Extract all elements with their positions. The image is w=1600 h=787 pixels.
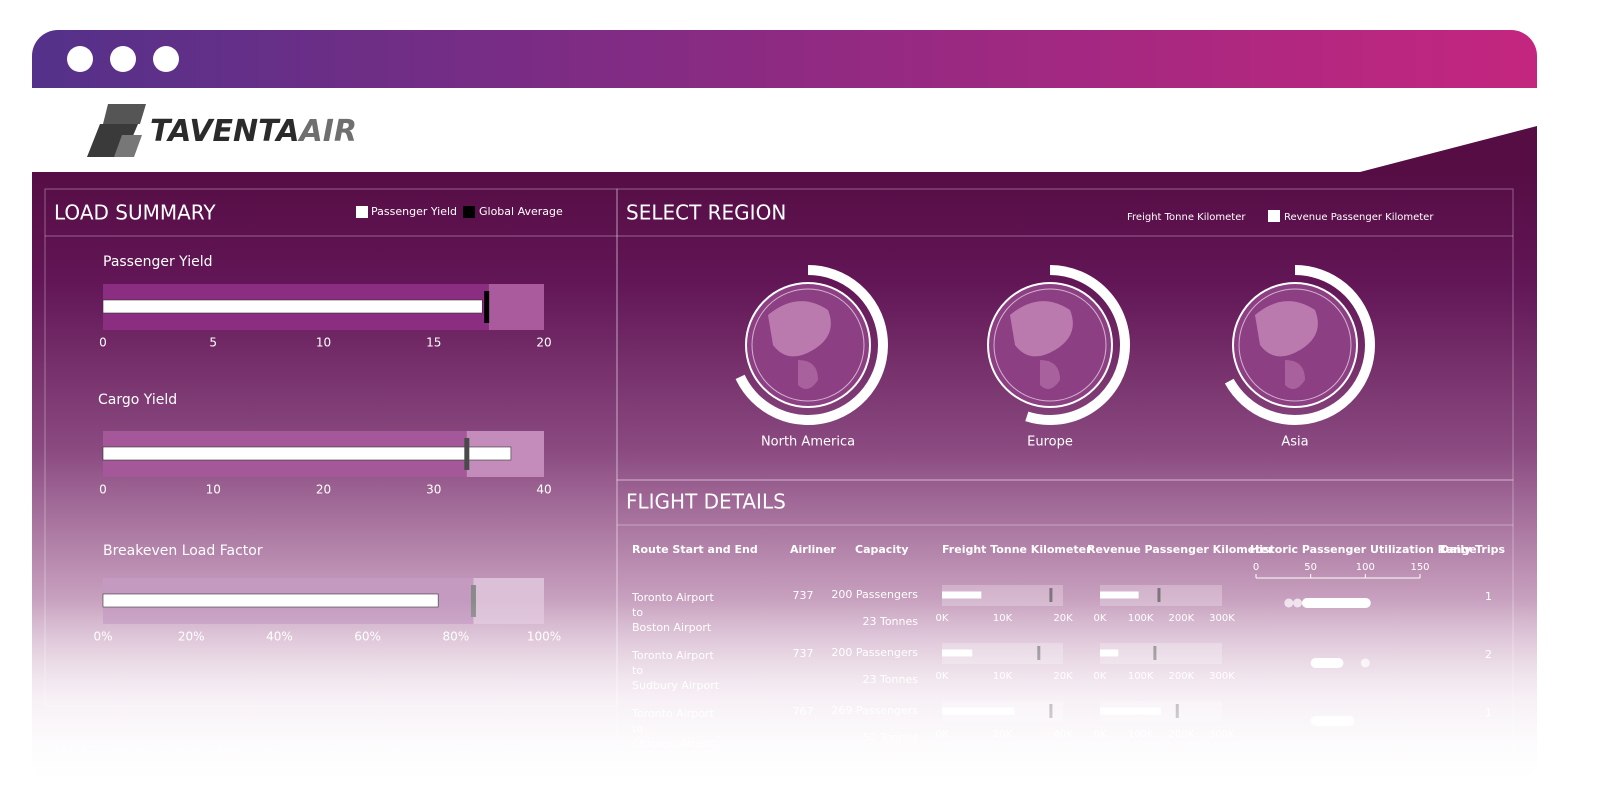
land bbox=[798, 360, 818, 389]
region-label: North America bbox=[761, 435, 855, 450]
globe-ring bbox=[993, 288, 1107, 402]
window-dot[interactable] bbox=[110, 46, 136, 72]
legend-label: Freight Tonne Kilometer bbox=[1127, 212, 1246, 223]
x-tick-label: 15 bbox=[426, 336, 441, 350]
land bbox=[1010, 301, 1073, 357]
daily-trips: 1 bbox=[1485, 590, 1492, 603]
x-tick-label: 40 bbox=[536, 483, 551, 497]
panel-title: LOAD SUMMARY bbox=[54, 201, 216, 225]
bar bbox=[102, 299, 483, 314]
land bbox=[1285, 360, 1305, 389]
chart-title: Passenger Yield bbox=[103, 254, 213, 270]
legend-swatch bbox=[260, 749, 272, 761]
x-tick-label: 0 bbox=[99, 483, 107, 497]
legend-label: Revenue Passenger Kilometer bbox=[1284, 212, 1434, 223]
airliner: 737 bbox=[793, 589, 814, 602]
logo-text: TAVENTAAIR bbox=[150, 114, 357, 149]
regional-flights: REGIONAL FLIGHTS Revenue Passenger Kilom… bbox=[44, 731, 618, 787]
x-tick-label: 30 bbox=[426, 483, 441, 497]
bar bbox=[102, 446, 512, 461]
x-tick-label: 20 bbox=[316, 483, 331, 497]
arc bbox=[735, 265, 888, 425]
x-tick-label: 0 bbox=[99, 336, 107, 350]
x-tick-label: 100 bbox=[1356, 562, 1375, 573]
bar bbox=[1100, 591, 1139, 599]
logo: TAVENTAAIR bbox=[87, 104, 357, 157]
title-bar bbox=[32, 30, 1537, 90]
target-marker bbox=[464, 438, 470, 470]
window-dot[interactable] bbox=[67, 46, 93, 72]
x-tick-label: 10 bbox=[206, 483, 221, 497]
target-marker bbox=[1157, 588, 1161, 602]
x-tick-label: 5 bbox=[209, 336, 217, 350]
x-tick-label: 10 bbox=[316, 336, 331, 350]
land bbox=[1255, 301, 1318, 357]
bar bbox=[942, 591, 982, 599]
legend-swatch bbox=[453, 750, 463, 760]
panel-title: FLIGHT DETAILS bbox=[626, 490, 786, 514]
panel bbox=[616, 188, 1514, 481]
wedge bbox=[1360, 126, 1537, 172]
column-header: Freight Tonne Kilometer bbox=[942, 543, 1092, 556]
column-header: Capacity bbox=[855, 543, 909, 556]
column-header: Daily Trips bbox=[1440, 543, 1505, 556]
region[interactable]: Europe bbox=[987, 265, 1130, 450]
region[interactable]: North America bbox=[735, 265, 888, 450]
logo-bar bbox=[32, 88, 1537, 172]
x-tick-label: 50 bbox=[1304, 562, 1317, 573]
panel-title: SELECT REGION bbox=[626, 201, 786, 225]
logo-shape bbox=[103, 104, 146, 124]
legend-label: Passenger Yield bbox=[371, 205, 457, 218]
panel-title: REGIONAL FLIGHTS bbox=[54, 742, 248, 766]
x-tick-label: 20 bbox=[536, 336, 551, 350]
legend-swatch bbox=[463, 206, 475, 218]
capacity: 200 Passengers bbox=[831, 588, 918, 601]
region-label: Europe bbox=[1027, 435, 1073, 450]
column-header: Revenue Passenger Kilometer bbox=[1087, 543, 1274, 556]
window-dot[interactable] bbox=[153, 46, 179, 72]
x-tick-label: 150 bbox=[1410, 562, 1429, 573]
land bbox=[768, 301, 831, 357]
fade bbox=[32, 600, 1537, 787]
legend-swatch bbox=[1268, 210, 1280, 222]
legend-label: Global Average bbox=[479, 205, 563, 218]
column-header: Airliner bbox=[790, 543, 837, 556]
legend-label: Freight Tonne Kilometer bbox=[468, 748, 599, 761]
chart-title: Cargo Yield bbox=[98, 392, 177, 408]
globe-ring bbox=[751, 288, 865, 402]
x-tick-label: 0 bbox=[1253, 562, 1259, 573]
globe-ring bbox=[1238, 288, 1352, 402]
target-marker bbox=[1049, 588, 1053, 602]
arc bbox=[1025, 265, 1130, 425]
land bbox=[1040, 360, 1060, 389]
panel bbox=[44, 731, 618, 787]
column-header: Historic Passenger Utilization Range bbox=[1250, 543, 1477, 556]
legend-swatch bbox=[1113, 211, 1123, 221]
logo-shape bbox=[114, 135, 142, 157]
target-marker bbox=[484, 291, 490, 323]
arc bbox=[1224, 265, 1375, 425]
region-label: Asia bbox=[1281, 435, 1308, 450]
chart-title: Breakeven Load Factor bbox=[103, 543, 263, 559]
column-header: Route Start and End bbox=[632, 543, 758, 556]
region[interactable]: Asia bbox=[1224, 265, 1375, 450]
legend-swatch bbox=[356, 206, 368, 218]
legend-label: Revenue Passenger Kilometer bbox=[276, 748, 441, 761]
